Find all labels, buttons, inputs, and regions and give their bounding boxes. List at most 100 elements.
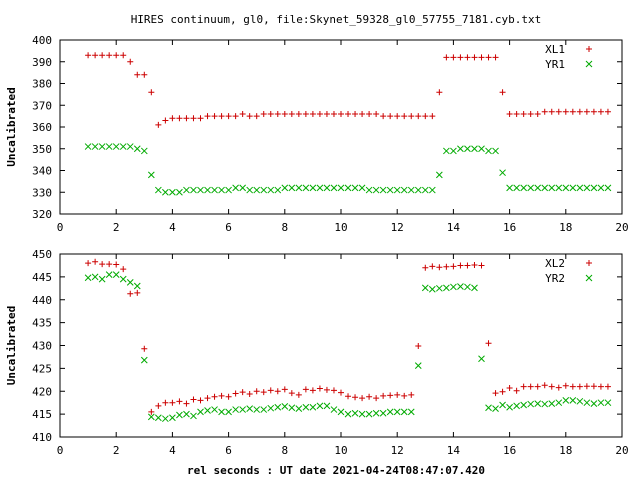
data-point [176,398,183,405]
data-point [239,110,246,117]
data-point [492,147,499,155]
data-point [555,399,563,407]
data-point [506,184,513,192]
data-point [113,52,120,59]
data-point [85,52,92,59]
y-tick-label: 330 [32,186,52,199]
data-point [604,399,612,407]
data-point [309,110,316,117]
data-point [576,108,583,115]
data-point [169,188,176,196]
data-point [316,110,323,117]
data-point [555,384,562,391]
data-point [288,184,296,192]
data-point [141,345,148,352]
data-point [527,400,535,408]
data-point [126,279,134,286]
data-point [295,405,303,412]
data-point [162,188,169,196]
data-point [267,186,275,194]
data-point [541,400,549,408]
data-point [576,397,584,405]
data-point [337,184,345,192]
data-point [506,110,513,117]
data-point [415,113,422,120]
data-point [394,113,401,120]
data-point [246,113,253,120]
data-point [246,186,254,194]
data-point [492,390,499,397]
data-point [569,383,576,390]
data-point [218,113,225,120]
data-point [288,404,296,412]
data-point [169,115,176,122]
data-point [253,406,261,413]
data-point [471,145,478,153]
x-tick-label: 10 [334,444,347,457]
data-point [338,110,344,117]
data-point [91,143,99,150]
data-point [295,110,302,117]
data-point [407,186,415,194]
data-point [154,186,162,194]
data-point [176,115,183,122]
data-point [366,393,373,400]
data-point [386,408,394,416]
data-point [408,113,415,120]
data-point [204,407,211,414]
data-point [485,147,492,155]
y-tick-label: 430 [32,340,52,353]
data-point [281,402,289,410]
data-point [435,171,443,179]
data-point [112,143,120,150]
legend-marker [586,260,592,266]
data-point [387,113,394,120]
data-point [85,260,92,267]
x-tick-label: 8 [281,444,288,457]
data-point [302,184,310,192]
data-point [154,414,162,422]
x-tick-label: 18 [559,221,572,234]
data-point [92,258,99,265]
data-point [365,186,373,194]
data-point [513,110,520,117]
data-point [246,405,254,412]
data-point [352,394,359,401]
data-point [134,71,141,78]
data-point [569,108,576,115]
data-point [239,406,247,413]
data-point [225,408,232,416]
bottom-panel: 0 2 4 6 8 10 12 14 16 18 20 410 415 420 425 430 435 440 44… [5,248,629,457]
x-tick-label: 6 [225,221,232,234]
data-point [393,408,401,416]
data-point [351,409,359,417]
data-point [330,406,338,413]
data-point [597,184,605,192]
data-point [260,406,268,413]
x-tick-label: 16 [503,444,516,457]
x-tick-label: 6 [225,444,232,457]
data-point [562,397,570,404]
legend-label: XL1 [545,43,565,56]
y-tick-label: 415 [32,408,52,421]
data-point [443,284,450,292]
data-point [485,54,492,61]
data-point [345,393,352,400]
data-point [316,184,324,192]
data-point [527,110,534,117]
data-point [492,405,499,412]
data-point [471,54,478,61]
legend-label: YR1 [545,58,565,71]
legend-label: XL2 [545,257,565,270]
data-point [443,147,450,155]
data-point [225,186,232,194]
data-point [232,184,239,192]
data-point [407,408,415,416]
data-point [499,169,506,177]
data-point [583,108,590,115]
data-point [197,397,204,404]
data-point [464,54,471,61]
data-point [197,186,204,194]
data-point [576,383,583,390]
y-axis-label: Uncalibrated [5,87,18,166]
